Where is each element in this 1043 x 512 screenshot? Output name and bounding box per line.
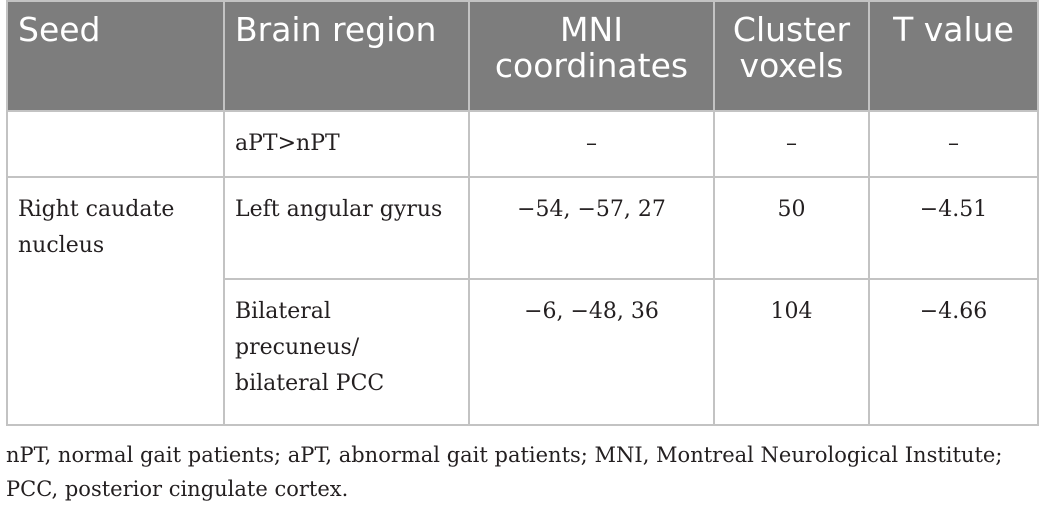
table-row: Bilateral precuneus/ bilateral PCC −6, −… bbox=[7, 278, 1039, 426]
cell-mni: – bbox=[468, 110, 715, 178]
header-brain-region: Brain region bbox=[223, 0, 470, 112]
cell-cluster: 50 bbox=[713, 176, 870, 280]
cell-cluster: – bbox=[713, 110, 870, 178]
cell-mni: −54, −57, 27 bbox=[468, 176, 715, 280]
table-row: Right caudate nucleus Left angular gyrus… bbox=[6, 176, 1039, 426]
results-table: Seed Brain region MNI coordinates Cluste… bbox=[6, 0, 1039, 426]
cell-seed: Right caudate nucleus bbox=[6, 176, 225, 426]
header-mni-coordinates: MNI coordinates bbox=[468, 0, 715, 112]
header-row: Seed Brain region MNI coordinates Cluste… bbox=[6, 0, 1039, 112]
header-t-value: T value bbox=[868, 0, 1039, 112]
table-row: aPT>nPT – – – bbox=[6, 110, 1039, 178]
cell-t-value: – bbox=[868, 110, 1039, 178]
header-cluster-voxels: Cluster voxels bbox=[713, 0, 870, 112]
cell-mni: −6, −48, 36 bbox=[468, 278, 715, 426]
cell-t-value: −4.66 bbox=[868, 278, 1039, 426]
cell-brain-region: Left angular gyrus bbox=[223, 176, 470, 280]
cell-cluster: 104 bbox=[713, 278, 870, 426]
table-footnote: nPT, normal gait patients; aPT, abnormal… bbox=[6, 443, 1003, 501]
header-seed: Seed bbox=[6, 0, 225, 112]
cell-brain-region: Bilateral precuneus/ bilateral PCC bbox=[223, 278, 470, 426]
cell-seed bbox=[6, 110, 225, 178]
cell-t-value: −4.51 bbox=[868, 176, 1039, 280]
cell-brain-region: aPT>nPT bbox=[223, 110, 470, 178]
